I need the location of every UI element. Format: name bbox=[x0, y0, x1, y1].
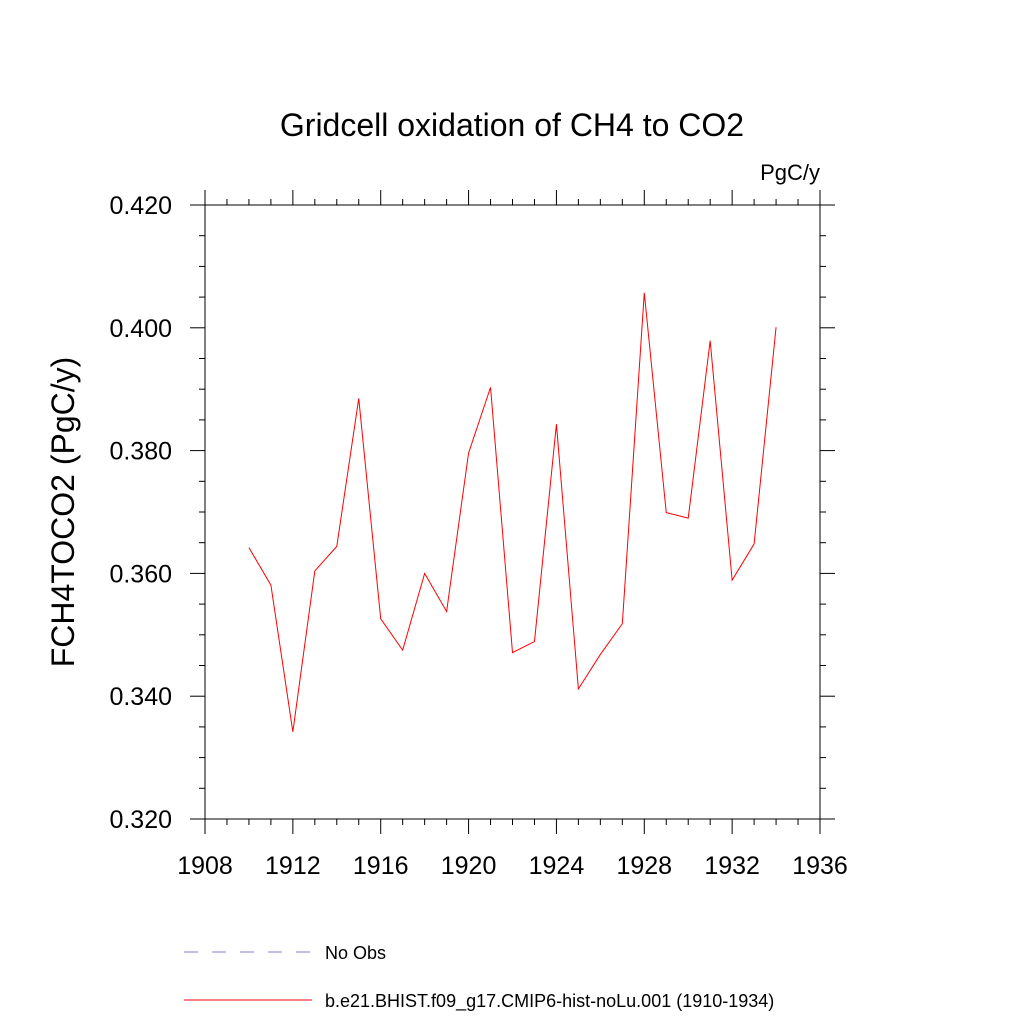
x-tick-labels: 1908 1912 1916 1920 1924 1928 1932 1936 bbox=[177, 852, 848, 880]
data-lines bbox=[248, 292, 777, 732]
x-tick-label: 1936 bbox=[792, 852, 848, 880]
legend-label: No Obs bbox=[325, 943, 386, 963]
plot-frame bbox=[204, 204, 821, 820]
y-tick-labels: 0.320 0.340 0.360 0.380 0.400 0.420 bbox=[109, 192, 172, 834]
legend-label: b.e21.BHIST.f09_g17.CMIP6-hist-noLu.001 … bbox=[325, 991, 774, 1012]
axis-ticks bbox=[190, 190, 835, 834]
series-line bbox=[248, 292, 777, 732]
x-tick-label: 1928 bbox=[616, 852, 672, 880]
y-tick-label: 0.420 bbox=[109, 192, 172, 220]
legend: No Obs b.e21.BHIST.f09_g17.CMIP6-hist-noL… bbox=[184, 943, 774, 1012]
x-tick-label: 1912 bbox=[265, 852, 321, 880]
y-tick-label: 0.400 bbox=[109, 315, 172, 343]
y-tick-label: 0.320 bbox=[109, 806, 172, 834]
x-tick-label: 1916 bbox=[353, 852, 409, 880]
units-label: PgC/y bbox=[760, 160, 820, 185]
x-tick-label: 1920 bbox=[441, 852, 497, 880]
x-tick-label: 1932 bbox=[704, 852, 760, 880]
chart-title: Gridcell oxidation of CH4 to CO2 bbox=[280, 107, 744, 143]
y-tick-label: 0.360 bbox=[109, 560, 172, 588]
x-tick-label: 1908 bbox=[177, 852, 233, 880]
y-tick-label: 0.340 bbox=[109, 683, 172, 711]
y-axis-title: FCH4TOCO2 (PgC/y) bbox=[45, 357, 81, 668]
y-tick-label: 0.380 bbox=[109, 438, 172, 466]
x-tick-label: 1924 bbox=[529, 852, 585, 880]
